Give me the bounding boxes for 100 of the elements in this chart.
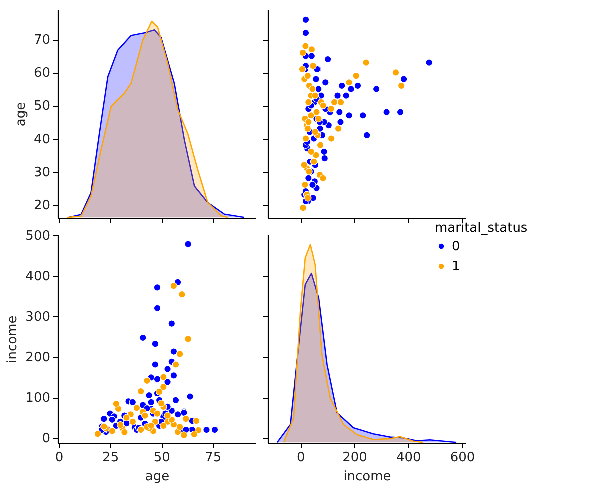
point <box>308 112 316 120</box>
point <box>312 76 320 83</box>
point <box>154 410 162 418</box>
y-tick-label: 100 <box>26 391 50 406</box>
point <box>400 76 408 83</box>
point <box>338 82 346 90</box>
point <box>180 432 188 439</box>
point <box>336 108 344 116</box>
point <box>342 92 350 100</box>
point <box>139 334 147 342</box>
point <box>337 118 344 126</box>
x-tick-label: 25 <box>102 450 120 466</box>
point <box>312 92 320 100</box>
point <box>168 320 176 328</box>
point <box>313 108 320 116</box>
point <box>158 400 166 408</box>
x-tick-label: 400 <box>396 450 422 466</box>
point <box>354 82 362 90</box>
point <box>383 108 390 116</box>
y-tick-label: 500 <box>26 228 50 244</box>
point <box>302 16 310 24</box>
point <box>309 86 316 93</box>
y-tick-label: 60 <box>34 66 50 82</box>
point <box>300 204 307 212</box>
point <box>211 426 219 434</box>
point <box>308 46 316 54</box>
point <box>133 404 141 412</box>
point <box>300 162 308 169</box>
point <box>152 361 160 368</box>
point <box>154 304 162 312</box>
point <box>152 340 160 348</box>
legend-label: 0 <box>452 240 460 254</box>
x-tick-label: 600 <box>450 450 476 466</box>
y-tick-label: 300 <box>26 310 50 325</box>
point <box>192 417 200 425</box>
point <box>302 181 309 189</box>
y-tick-label: 70 <box>34 33 50 48</box>
point <box>176 350 184 358</box>
point <box>328 135 336 142</box>
x-tick-label: 75 <box>205 450 222 466</box>
point <box>324 56 332 64</box>
point <box>304 194 312 202</box>
point <box>298 66 306 74</box>
point <box>352 72 360 80</box>
point <box>160 374 168 381</box>
point <box>372 86 380 93</box>
point <box>123 414 130 422</box>
point <box>129 398 137 406</box>
point <box>316 125 324 133</box>
point <box>108 416 116 424</box>
point <box>304 72 312 80</box>
point <box>320 174 327 182</box>
point <box>108 428 116 435</box>
point <box>337 98 345 106</box>
point <box>330 98 338 106</box>
y-tick-label: 30 <box>34 165 50 180</box>
x-axis-title: age <box>145 470 170 484</box>
point <box>142 412 149 420</box>
point <box>305 174 312 182</box>
point <box>312 128 320 136</box>
point <box>154 284 162 292</box>
point <box>137 388 145 396</box>
x-tick-label: 0 <box>55 450 64 466</box>
point <box>164 366 172 373</box>
point <box>186 393 194 400</box>
y-tick-label: 0 <box>42 432 50 447</box>
point <box>305 98 312 106</box>
point <box>398 82 406 90</box>
legend-title: marital_status <box>435 221 528 236</box>
x-tick-label: 200 <box>342 450 368 466</box>
point <box>116 422 124 429</box>
legend-label: 1 <box>452 260 460 274</box>
point <box>363 132 371 140</box>
point <box>306 168 313 176</box>
point <box>316 142 324 150</box>
point <box>299 49 307 57</box>
point <box>184 240 192 248</box>
point <box>392 69 400 76</box>
point <box>305 118 312 126</box>
point <box>321 154 328 162</box>
point <box>346 112 354 120</box>
point <box>170 372 178 380</box>
point <box>182 415 190 423</box>
point <box>328 105 335 113</box>
point <box>190 430 198 438</box>
y-tick-label: 50 <box>34 99 50 114</box>
point <box>334 125 342 133</box>
x-tick-label: 0 <box>296 450 306 466</box>
point <box>172 361 180 368</box>
point <box>302 135 310 142</box>
point <box>170 282 178 290</box>
point <box>334 92 342 100</box>
point <box>302 42 310 50</box>
point <box>148 398 156 406</box>
point <box>164 378 172 386</box>
point <box>144 377 151 385</box>
point <box>94 430 102 438</box>
point <box>203 426 210 434</box>
point <box>309 181 316 189</box>
point <box>112 400 120 408</box>
